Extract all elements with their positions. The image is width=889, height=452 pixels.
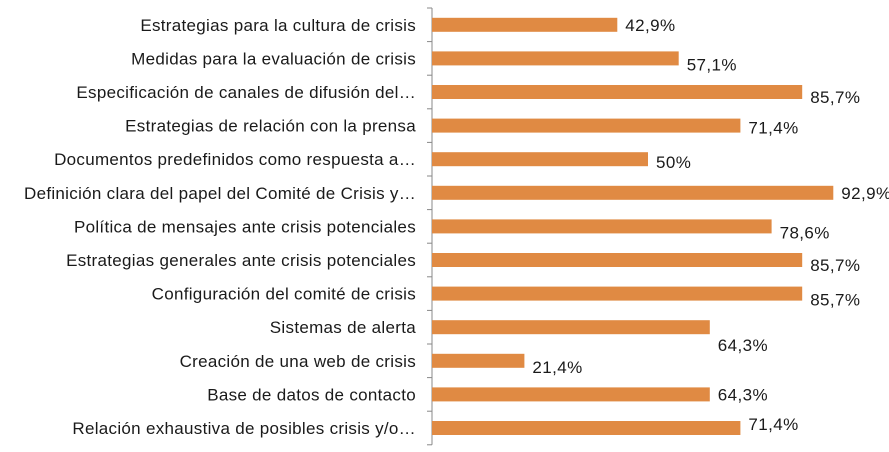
category-label: Política de mensajes ante crisis potenci…: [74, 217, 416, 236]
value-label: 78,6%: [780, 223, 830, 242]
bar: [432, 387, 710, 402]
value-label: 64,3%: [718, 336, 768, 355]
category-label: Base de datos de contacto: [207, 385, 416, 404]
category-label: Creación de una web de crisis: [180, 352, 416, 371]
bar: [432, 152, 648, 167]
bar-layer: [432, 17, 834, 435]
bar: [432, 185, 834, 200]
category-label-layer: Estrategias para la cultura de crisis Med…: [24, 16, 416, 438]
value-label: 71,4%: [748, 415, 798, 434]
bar: [432, 51, 679, 66]
category-label: Estrategias generales ante crisis potenc…: [66, 251, 416, 270]
category-label: Relación exhaustiva de posibles crisis y…: [72, 419, 416, 438]
category-label: Configuración del comité de crisis: [152, 285, 416, 304]
value-label: 64,3%: [718, 385, 768, 404]
value-label-layer: 42,9% 57,1% 85,7% 71,4% 50% 92,9% 78,6% 85,7% 85…: [532, 16, 889, 434]
category-label: Estrategias de relación con la prensa: [125, 117, 416, 136]
category-label: Definición clara del papel del Comité de…: [24, 184, 416, 203]
value-label: 85,7%: [810, 291, 860, 310]
category-label: Medidas para la evaluación de crisis: [131, 49, 416, 68]
category-label: Sistemas de alerta: [270, 318, 416, 337]
bar: [432, 85, 803, 99]
axis-layer: [427, 7, 433, 446]
value-label: 42,9%: [625, 16, 675, 35]
bar: [432, 353, 525, 368]
bar: [432, 253, 803, 267]
category-label: Documentos predefinidos como respuesta a…: [54, 150, 416, 169]
value-label: 50%: [656, 153, 691, 172]
value-label: 71,4%: [748, 119, 798, 138]
category-label: Estrategias para la cultura de crisis: [140, 16, 416, 35]
value-label: 92,9%: [841, 184, 889, 203]
bar: [432, 219, 772, 234]
value-label: 21,4%: [532, 358, 582, 377]
bar: [432, 286, 803, 301]
category-label: Especificación de canales de difusión de…: [76, 83, 416, 102]
bar: [432, 320, 710, 335]
value-label: 85,7%: [810, 256, 860, 275]
value-label: 57,1%: [687, 55, 737, 74]
value-label: 85,7%: [810, 88, 860, 107]
bar: [432, 421, 741, 435]
bar: [432, 17, 618, 32]
bar: [432, 118, 741, 133]
